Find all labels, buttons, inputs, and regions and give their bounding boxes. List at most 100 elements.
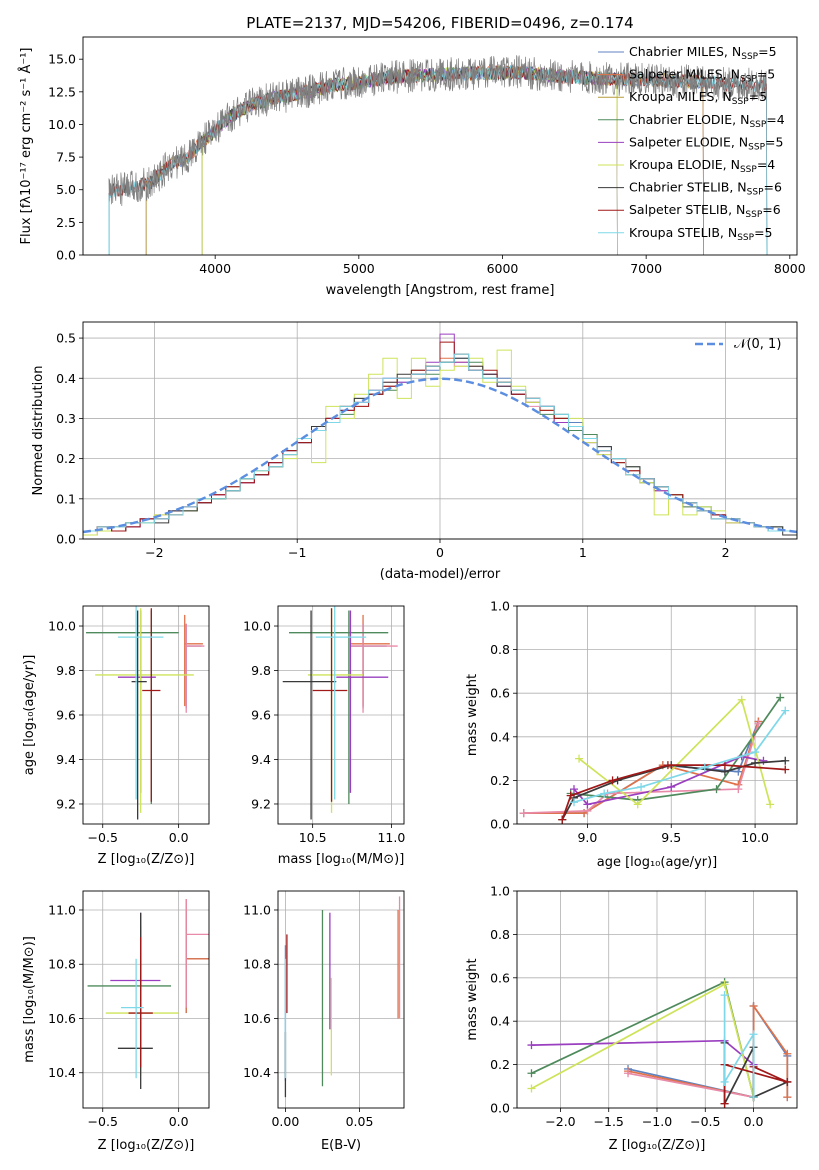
weight-marker [720,761,729,770]
legend-label-sub: SSP [745,210,762,220]
weight-marker [633,800,642,809]
weight-line [531,1039,755,1066]
weight-marker [751,748,760,757]
y-tick-label: 0.0 [490,817,510,832]
y-tick-label: 0.2 [490,773,510,788]
y-tick-label: 0.0 [56,248,76,263]
x-tick-label: −1 [288,545,306,560]
y-tick-label: 15.0 [48,52,76,67]
weight-line [723,995,755,1098]
x-axis-label: E(B-V) [321,1138,361,1153]
weight-marker [749,1030,758,1039]
legend-label-end: =5 [757,67,775,82]
weight-marker [624,1069,633,1078]
x-tick-label: 6000 [487,261,519,276]
y-tick-label: 9.2 [56,796,76,811]
weight-marker [734,767,743,776]
axes-frame [516,605,798,825]
plot-area [86,606,205,820]
legend-label-main: Chabrier STELIB, N [629,180,747,195]
legend-label-end: =4 [757,157,775,172]
weight-marker [783,1049,792,1058]
weight-marker [566,791,575,800]
x-tick-label: 1 [579,545,587,560]
legend-label: Chabrier STELIB, NSSP=6 [629,180,782,198]
weight-marker [608,776,617,785]
axes-frame [82,321,798,540]
y-axis-label: age [log₁₀(age/yr)] [22,655,37,776]
legend-label-main: Chabrier MILES, N [629,44,741,59]
weight-marker [700,763,709,772]
legend-label-main: Salpeter ELODIE, N [629,134,748,149]
x-tick-label: 2 [722,545,730,560]
legend-label-sub: SSP [741,52,758,62]
model-spectrum-line [201,65,618,255]
legend-label-end: =5 [754,225,772,240]
y-tick-label: 10.6 [243,1011,271,1026]
weight-marker [663,761,672,770]
weight-marker [720,1077,729,1086]
legend-label-main: Kroupa ELODIE, N [629,157,740,172]
weight-marker [783,1093,792,1102]
weight-marker [781,756,790,765]
x-tick-label: 0.0 [744,1114,764,1129]
weight-marker [558,815,567,824]
weight-marker [720,991,729,1000]
plot-area [87,899,209,1090]
x-tick-label: 10.5 [299,830,327,845]
weight-marker [575,754,584,763]
histogram-step [83,353,797,539]
legend-label-end: =6 [762,202,780,217]
weight-line [561,764,786,820]
weight-marker [759,756,768,765]
legend-label-sub: SSP [740,165,757,175]
x-tick-label: 7000 [630,261,662,276]
y-tick-label: 11.0 [48,902,76,917]
weight-line [627,1003,789,1099]
x-axis-label: age [log₁₀(age/yr)] [597,855,718,870]
y-tick-label: 0.2 [56,451,76,466]
model-spectrum-line [145,65,704,255]
legend-label-sub: SSP [737,233,754,243]
y-tick-label: 11.0 [243,902,271,917]
plot-area [108,55,768,255]
y-tick-label: 9.6 [251,708,271,723]
weight-marker [783,1077,792,1086]
plot-area [527,978,792,1108]
x-tick-label: −1.5 [594,1114,624,1129]
y-tick-label: 9.4 [56,752,76,767]
x-tick-label: 11.0 [377,830,405,845]
x-tick-label: −1.0 [642,1114,672,1129]
x-tick-label: 9.5 [661,830,681,845]
weight-marker [734,785,743,794]
x-tick-label: 0.05 [346,1114,374,1129]
y-tick-label: 1.0 [490,884,510,899]
legend-label: Salpeter STELIB, NSSP=6 [629,202,781,220]
x-axis-label: wavelength [Angstrom, rest frame] [326,283,555,298]
y-tick-label: 10.8 [243,957,271,972]
legend-label-sub: SSP [748,142,765,152]
chart-mass-vs-ebv: 0.00 0.05 10.4 10.6 10.8 11.0 E(B-V) [243,890,405,1153]
weight-marker [637,782,646,791]
model-spectrum-line [201,65,618,255]
weight-marker [527,1041,536,1050]
weight-marker [519,809,528,818]
chart-residuals: −2 −1 0 1 2 0.0 0.1 0.2 0.3 0.4 0.5 (data-model)/er… [31,321,798,582]
chart-spectrum: 4000 5000 6000 7000 8000 0.0 2.5 5.0 7.5 10.0 12.5… [18,14,806,298]
y-tick-label: 0.6 [490,686,510,701]
chart-age-vs-Z: −0.5 0.0 9.2 9.4 9.6 9.8 10.0 Z [log₁₀(Z/Z⊙)] ag… [22,605,210,867]
y-tick-label: 12.5 [48,84,76,99]
y-tick-label: 10.8 [48,957,76,972]
observed-spectrum-line [108,55,767,207]
x-tick-label: −0.5 [88,830,118,845]
y-tick-label: 0.3 [56,411,76,426]
legend-label-main: Salpeter MILES, N [629,67,740,82]
legend-label: Chabrier ELODIE, NSSP=4 [629,112,785,130]
y-tick-label: 10.0 [243,619,271,634]
legend-label: Salpeter MILES, NSSP=5 [629,67,775,85]
plot-area [284,896,401,1098]
y-tick-label: 0.6 [490,970,510,985]
weight-marker [720,980,729,989]
weight-marker [583,800,592,809]
